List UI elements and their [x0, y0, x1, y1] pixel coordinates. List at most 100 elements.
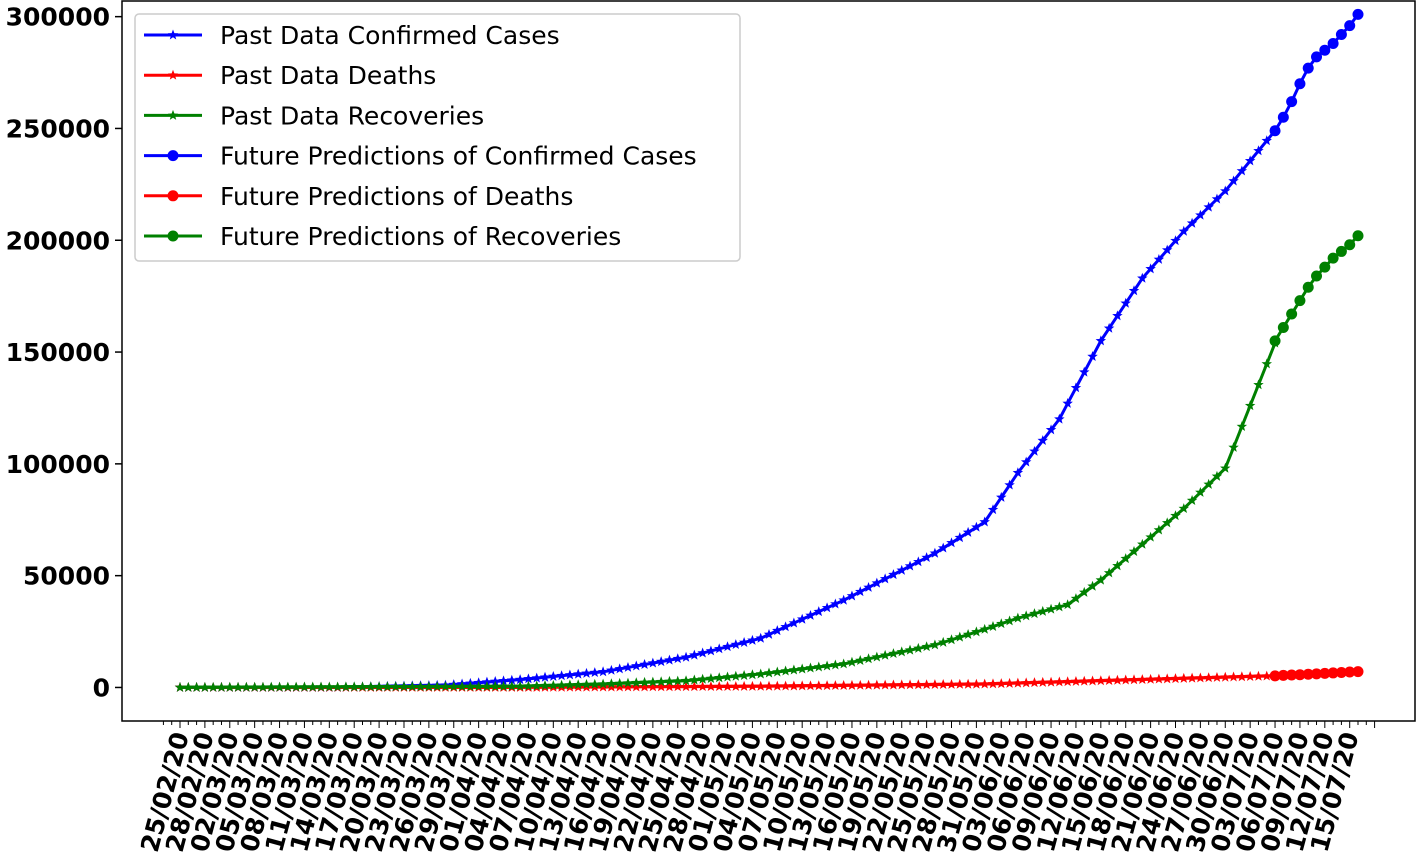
data-point-star: [1203, 672, 1214, 683]
data-point-star: [539, 671, 551, 682]
data-point-circle: [1311, 668, 1323, 680]
data-point-star: [962, 678, 974, 689]
data-point-star: [597, 678, 609, 689]
data-point-star: [606, 681, 617, 692]
data-point-star: [987, 504, 999, 515]
data-point-star: [772, 666, 783, 677]
data-point-circle: [1352, 666, 1364, 678]
data-point-star: [647, 681, 659, 692]
data-point-star: [1037, 676, 1048, 687]
data-point-star: [738, 636, 750, 647]
data-point-star: [1153, 253, 1165, 264]
data-point-star: [1012, 677, 1024, 688]
data-point-star: [863, 653, 874, 664]
data-point-star: [1054, 413, 1065, 424]
data-point-star: [448, 681, 459, 692]
data-point-star: [722, 641, 733, 652]
data-point-star: [531, 680, 542, 691]
data-point-star: [871, 651, 883, 662]
data-point-star: [465, 681, 476, 691]
y-tick-label: 150000: [6, 338, 110, 367]
data-point-star: [929, 679, 941, 690]
data-point-star: [556, 679, 567, 690]
data-point-star: [971, 678, 982, 689]
data-point-star: [191, 681, 202, 692]
data-point-star: [581, 667, 592, 678]
data-point-star: [921, 552, 932, 563]
data-point-star: [357, 681, 368, 692]
data-point-circle: [1269, 670, 1281, 682]
data-point-star: [838, 594, 849, 605]
data-point-star: [954, 532, 966, 543]
data-point-star: [564, 669, 576, 680]
data-point-circle: [1344, 239, 1356, 251]
data-point-star: [929, 547, 941, 558]
series-future-predictions-of-deaths: [1269, 666, 1364, 682]
data-point-star: [954, 631, 966, 642]
data-point-star: [1103, 322, 1115, 333]
data-point-star: [415, 681, 426, 692]
data-point-star: [382, 681, 393, 692]
data-point-star: [772, 680, 783, 691]
data-point-star: [1004, 677, 1015, 688]
y-axis-ticks: 0 50000 100000 150000 200000 250000 300000: [6, 3, 122, 702]
data-point-star: [962, 629, 974, 639]
data-point-star: [614, 677, 625, 688]
data-point-star: [1253, 379, 1264, 390]
data-point-star: [1195, 209, 1206, 220]
data-point-star: [398, 681, 410, 692]
data-point-star: [1045, 424, 1057, 435]
data-point-star: [224, 681, 236, 692]
data-point-star: [1236, 421, 1248, 432]
data-point-star: [904, 679, 916, 690]
data-point-star: [987, 621, 999, 631]
data-point-star: [1161, 673, 1173, 684]
data-point-star: [431, 681, 443, 692]
data-point-star: [614, 681, 625, 692]
y-tick-label: 50000: [23, 562, 110, 591]
data-point-star: [722, 671, 733, 682]
legend-label: Future Predictions of Confirmed Cases: [220, 142, 697, 171]
data-point-star: [216, 681, 227, 692]
data-point-star: [863, 581, 874, 592]
data-point-star: [979, 678, 990, 689]
data-point-star: [705, 681, 717, 692]
data-point-star: [1112, 310, 1123, 321]
data-point-star: [1170, 235, 1181, 246]
data-point-star: [373, 681, 385, 692]
data-point-star: [747, 634, 758, 645]
data-point-star: [788, 617, 800, 628]
data-point-star: [241, 681, 252, 692]
data-point-star: [697, 673, 708, 684]
data-point-star: [863, 679, 874, 690]
legend-frame: [134, 13, 741, 262]
data-point-star: [821, 680, 833, 691]
data-point-star: [813, 680, 825, 691]
data-point-star: [855, 655, 866, 665]
data-point-star: [813, 606, 825, 617]
data-point-circle: [1311, 51, 1323, 63]
data-point-star: [1087, 351, 1098, 361]
data-point-star: [548, 679, 559, 690]
data-point-star: [830, 659, 841, 670]
data-point-circle: [1335, 29, 1347, 41]
legend-marker-circle: [167, 230, 179, 242]
data-point-star: [830, 680, 841, 691]
data-point-star: [1079, 675, 1090, 686]
y-tick-label: 100000: [6, 450, 110, 479]
data-point-star: [1062, 599, 1073, 610]
data-point-star: [722, 681, 733, 691]
data-point-star: [1261, 358, 1272, 369]
legend-marker-star: [167, 29, 179, 40]
data-point-star: [838, 680, 849, 690]
data-point-star: [879, 679, 891, 690]
data-point-star: [622, 681, 634, 692]
data-point-star: [589, 667, 601, 678]
data-point-star: [556, 670, 567, 681]
data-point-star: [1228, 175, 1239, 186]
data-point-star: [514, 680, 526, 691]
data-point-star: [954, 678, 966, 689]
data-point-star: [639, 681, 650, 692]
data-point-star: [846, 656, 858, 667]
data-point-star: [888, 648, 899, 659]
